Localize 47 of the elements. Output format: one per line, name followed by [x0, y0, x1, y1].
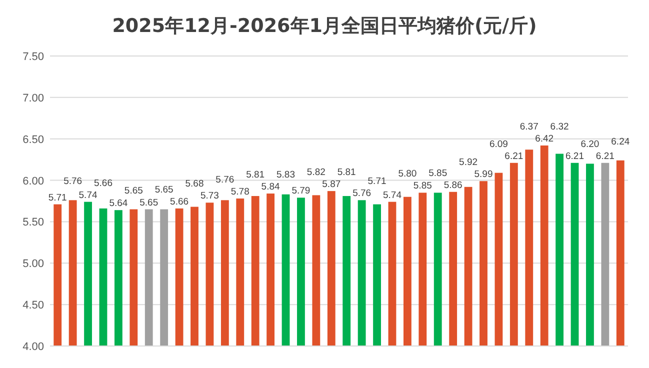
y-tick-label: 5.50: [22, 216, 44, 229]
data-label: 6.21: [596, 150, 614, 162]
data-label: 5.74: [382, 190, 402, 201]
data-label: 5.85: [428, 168, 448, 179]
data-label: 5.81: [246, 170, 265, 181]
data-label: 5.79: [292, 186, 310, 197]
data-label: 6.09: [489, 138, 508, 150]
data-label: 6.42: [535, 133, 554, 144]
data-label: 5.81: [337, 167, 356, 178]
data-label: 5.66: [170, 196, 189, 208]
data-label: 5.99: [474, 169, 493, 180]
data-label: 5.65: [140, 197, 158, 208]
data-label: 5.76: [64, 176, 82, 188]
data-label: 6.21: [504, 150, 524, 162]
chart-title: 2025年12月-2026年1月全国日平均猪价(元/斤): [112, 15, 537, 37]
data-label: 5.80: [398, 168, 417, 180]
y-tick-label: 4.00: [22, 341, 44, 353]
data-label: 5.86: [444, 180, 462, 191]
data-label: 6.24: [611, 136, 630, 148]
data-label: 5.85: [413, 180, 432, 192]
data-label: 5.74: [78, 190, 98, 201]
data-label: 5.76: [216, 174, 234, 186]
data-label: 5.87: [322, 179, 341, 190]
data-label: 5.82: [306, 167, 326, 178]
data-label: 6.37: [520, 121, 538, 132]
y-tick-label: 6.50: [22, 134, 44, 146]
y-tick-label: 6.00: [22, 175, 44, 188]
data-label: 5.92: [459, 157, 478, 168]
data-label: 5.71: [368, 176, 386, 188]
data-label: 6.20: [580, 138, 600, 150]
data-label: 5.84: [261, 182, 280, 193]
data-label: 5.65: [124, 185, 143, 196]
data-label: 5.76: [352, 188, 372, 200]
data-label: 5.73: [200, 190, 219, 202]
data-label: 6.21: [566, 150, 584, 162]
y-tick-label: 5.00: [22, 258, 44, 270]
data-label: 5.78: [230, 186, 250, 198]
data-label: 5.65: [154, 184, 174, 196]
data-label: 5.71: [48, 192, 67, 204]
data-label: 5.68: [185, 178, 204, 190]
y-tick-label: 4.50: [22, 300, 44, 312]
y-tick-label: 7.00: [22, 92, 44, 104]
data-label: 5.64: [109, 198, 128, 210]
data-label: 5.83: [276, 170, 296, 181]
data-label: 5.66: [94, 178, 112, 189]
data-label: 6.32: [550, 121, 569, 132]
y-tick-label: 7.50: [22, 51, 44, 63]
